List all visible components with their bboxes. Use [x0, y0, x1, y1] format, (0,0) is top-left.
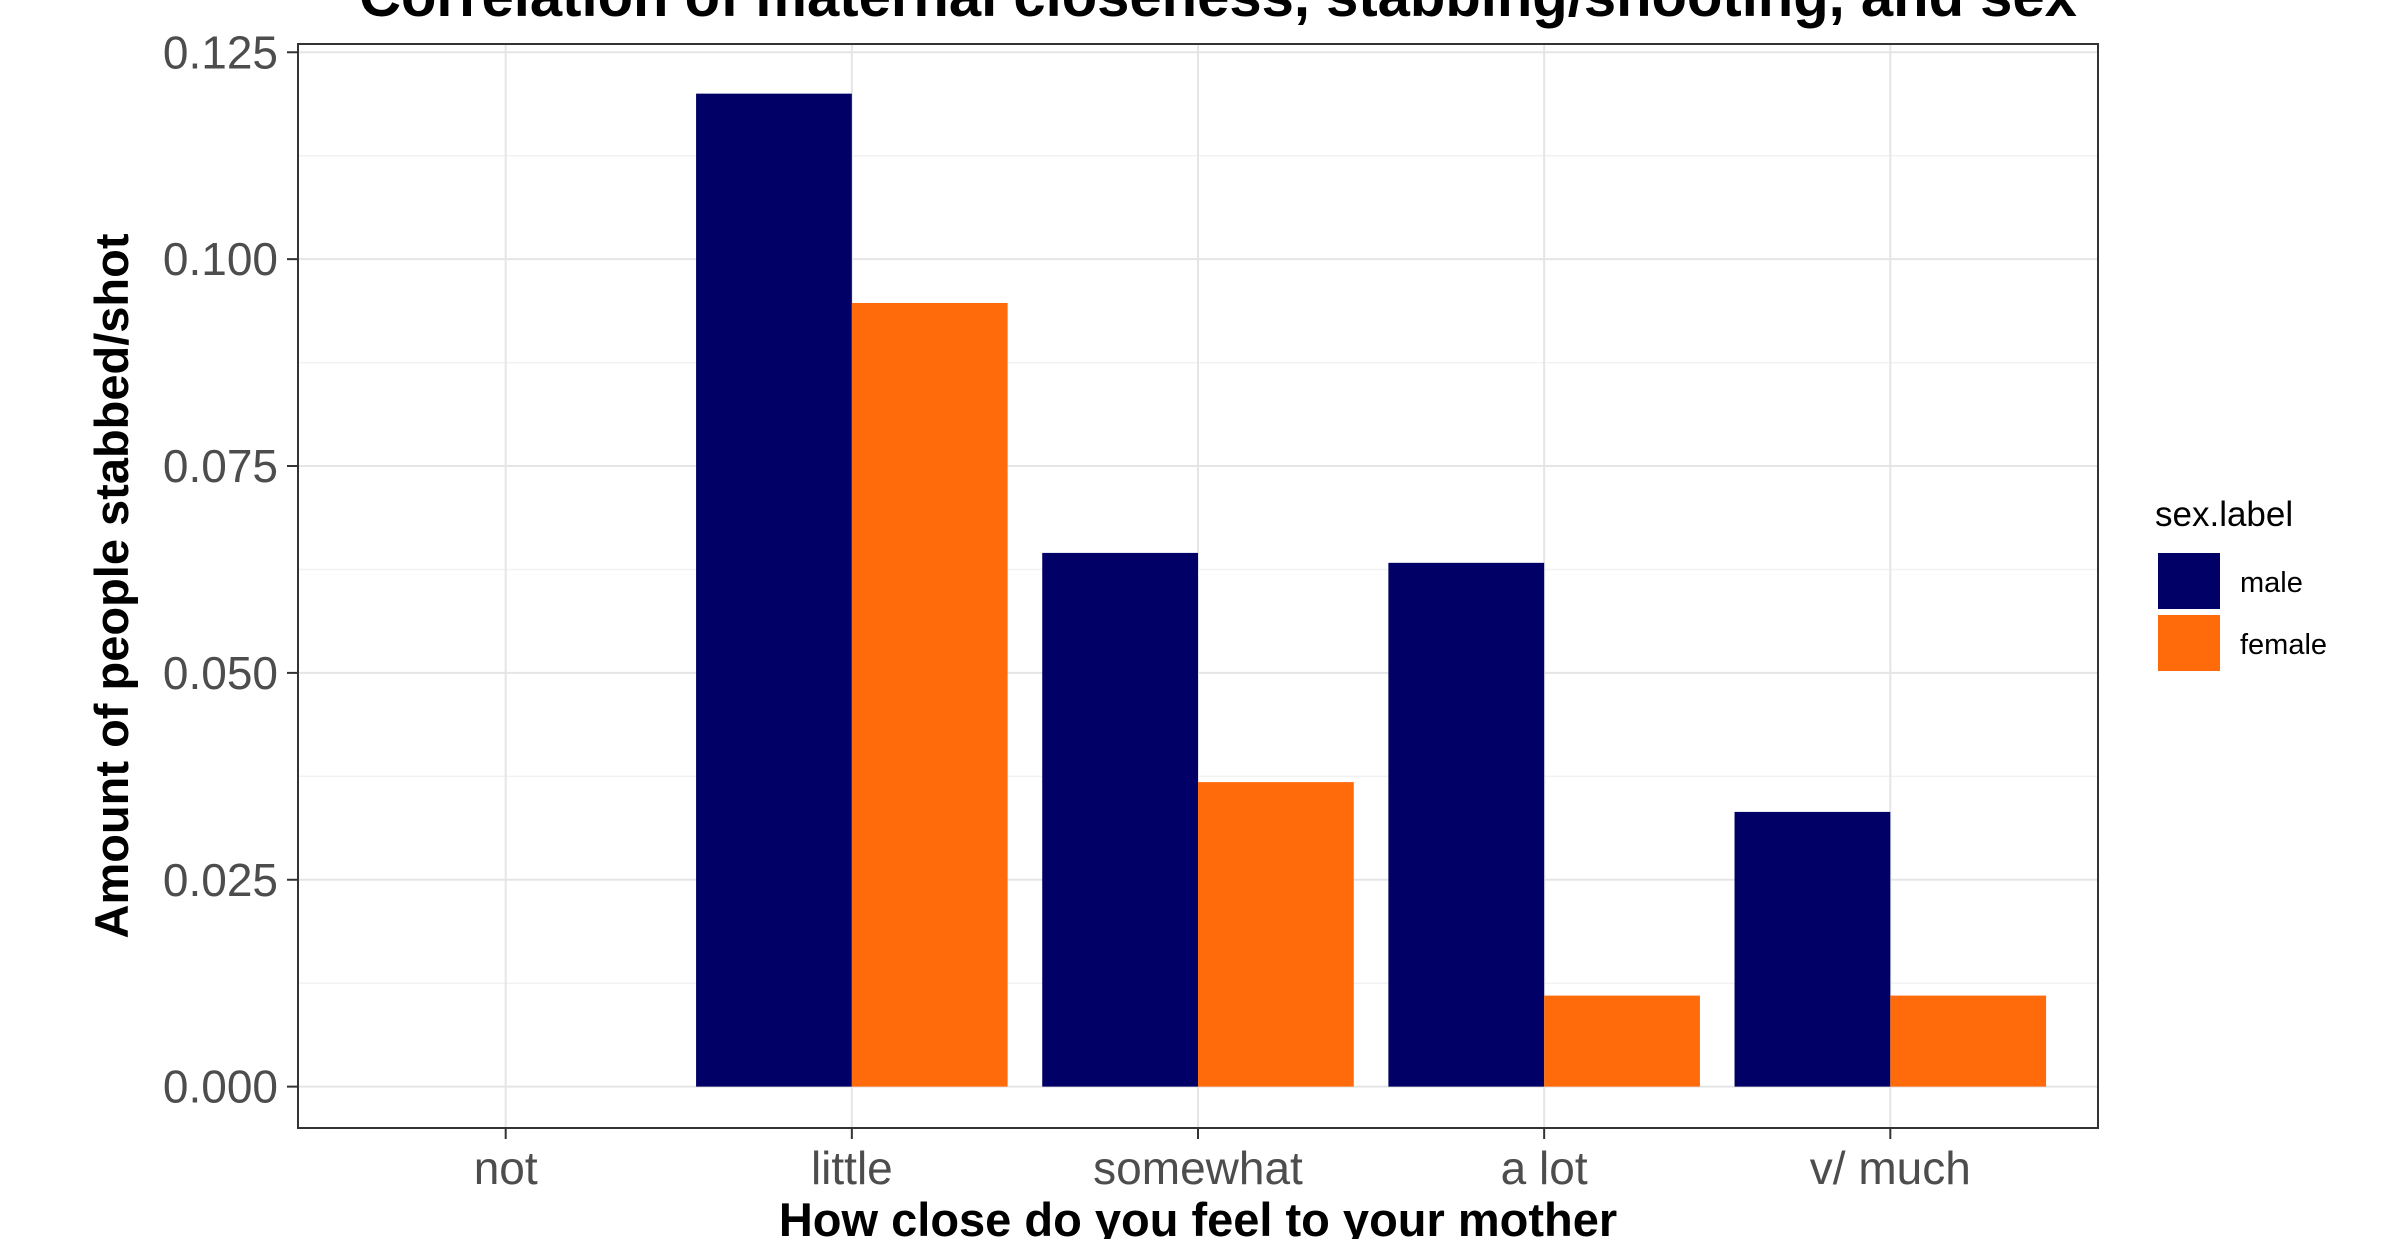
- x-tick-label: somewhat: [1093, 1142, 1303, 1194]
- bar-male-4: [1734, 811, 1891, 1087]
- y-tick-label: 0.000: [163, 1061, 278, 1113]
- y-axis-title: Amount of people stabbed/shot: [85, 233, 138, 938]
- legend-label-female: female: [2240, 629, 2327, 661]
- y-tick-label: 0.125: [163, 26, 278, 78]
- x-tick-label: not: [474, 1142, 538, 1194]
- x-tick-label: v/ much: [1810, 1142, 1971, 1194]
- legend: sex.label male female: [2155, 495, 2327, 671]
- legend-title: sex.label: [2155, 495, 2293, 534]
- bar-female-1: [851, 303, 1008, 1087]
- bar-male-2: [1042, 552, 1198, 1087]
- x-tick-label: a lot: [1501, 1142, 1588, 1194]
- legend-label-male: male: [2240, 567, 2303, 599]
- x-tick-label: little: [811, 1142, 893, 1194]
- bar-male-1: [696, 93, 852, 1087]
- chart-title: Correlation of maternal closeness, stabb…: [359, 0, 2077, 29]
- y-tick-label: 0.100: [163, 233, 278, 285]
- bar-female-2: [1198, 782, 1354, 1087]
- y-axis: 0.000 0.025 0.050 0.075 0.100 0.125: [163, 26, 298, 1113]
- x-axis: not little somewhat a lot v/ much: [474, 1128, 1971, 1194]
- legend-key-male: [2158, 553, 2220, 609]
- plot-panel: [297, 43, 2099, 1129]
- bar-female-4: [1890, 995, 2047, 1087]
- y-tick-label: 0.025: [163, 854, 278, 906]
- x-axis-title: How close do you feel to your mother: [779, 1193, 1617, 1239]
- bar-female-3: [1544, 995, 1700, 1087]
- y-tick-label: 0.075: [163, 440, 278, 492]
- bars: [696, 93, 2047, 1087]
- y-tick-label: 0.050: [163, 647, 278, 699]
- legend-key-female: [2158, 615, 2220, 671]
- bar-male-3: [1388, 562, 1545, 1087]
